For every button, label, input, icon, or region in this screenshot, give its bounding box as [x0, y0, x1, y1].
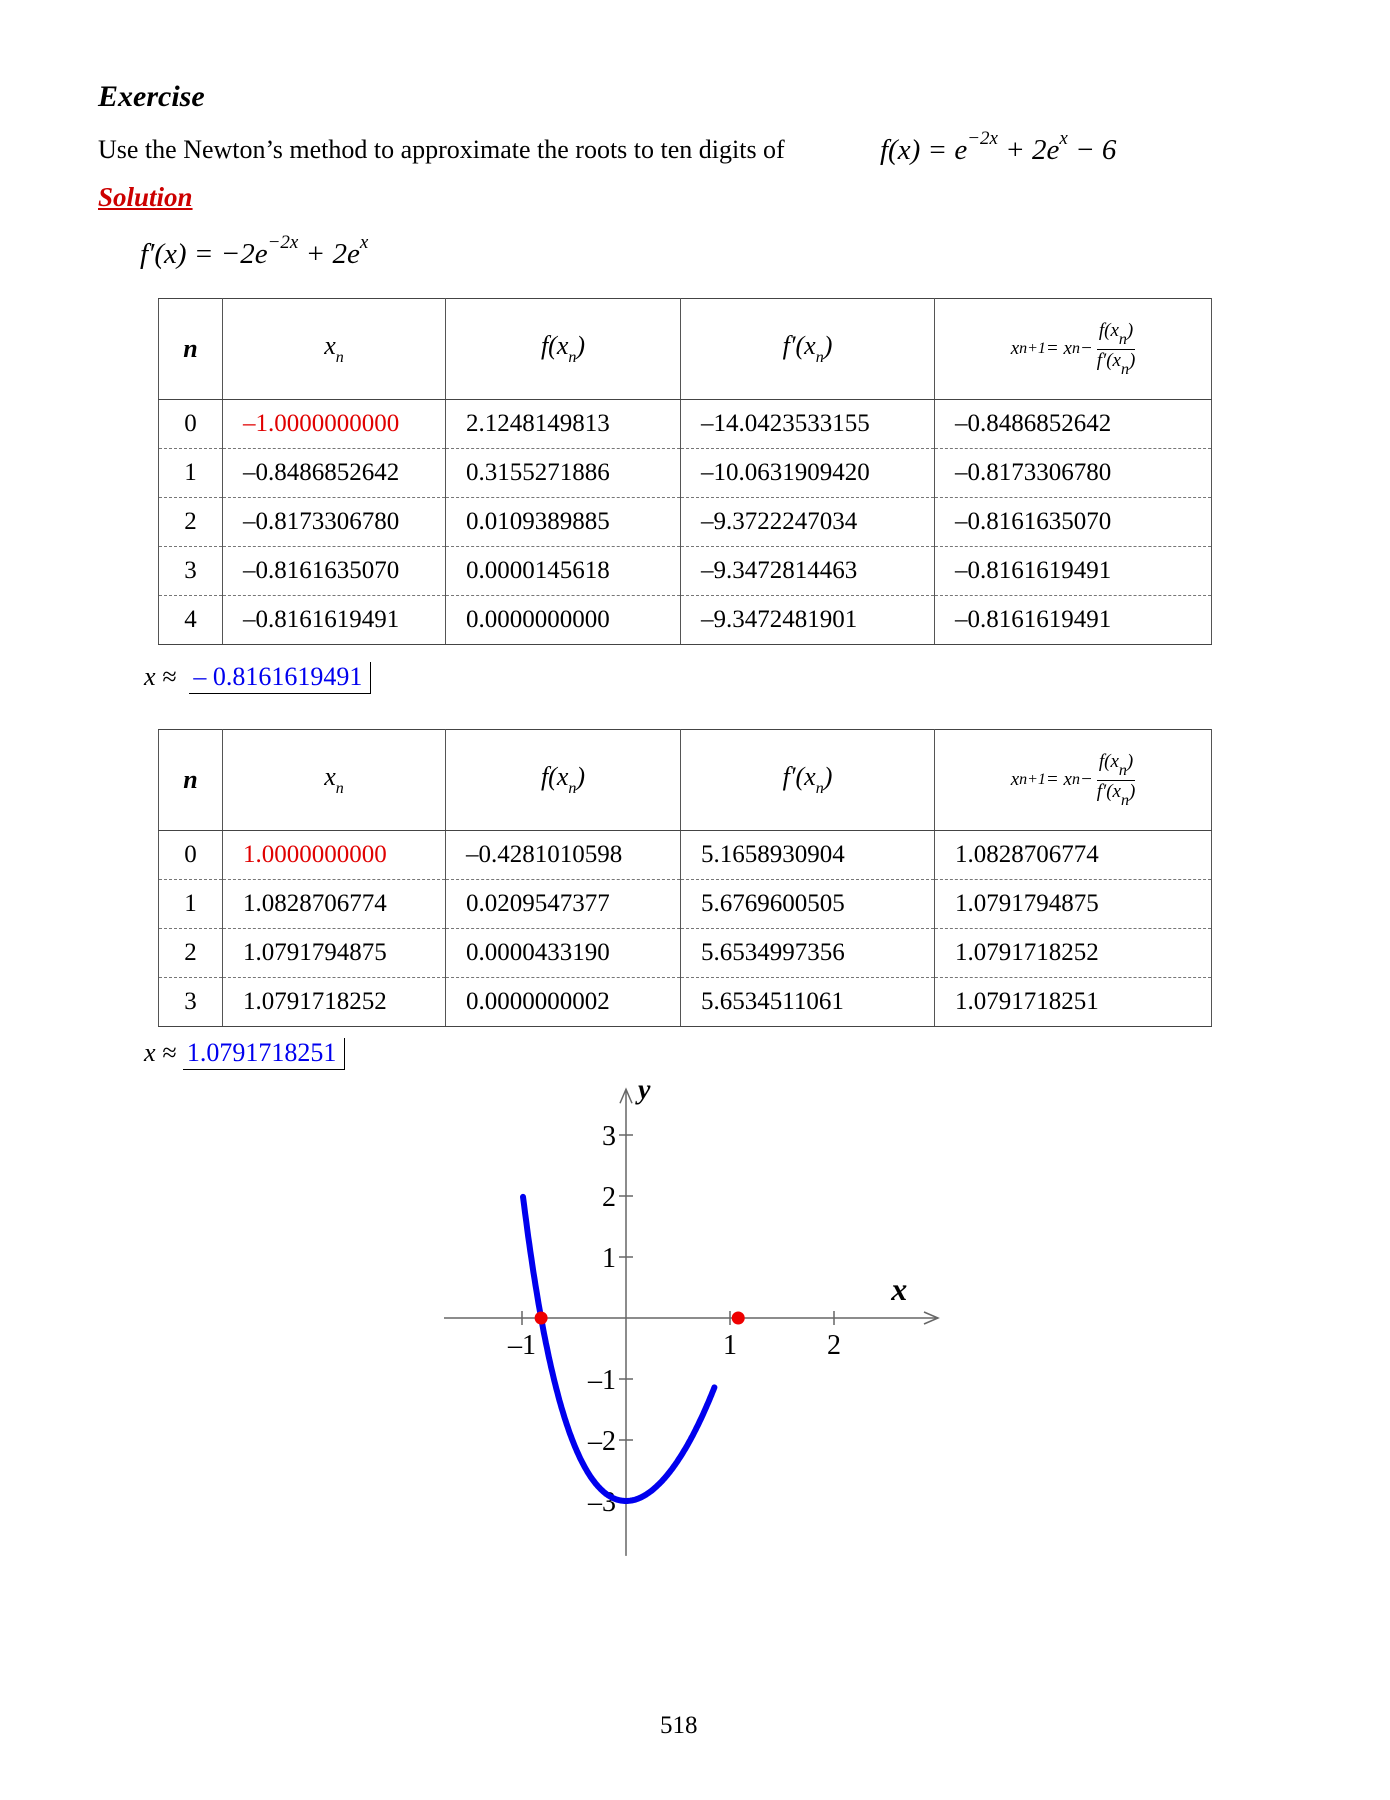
y-tick-label: –1: [587, 1365, 616, 1396]
derivative-formula: f′(x) = −2e−2x + 2ex: [140, 232, 369, 270]
y-tick-label: 2: [602, 1182, 616, 1213]
root-point: [534, 1311, 548, 1325]
cell-fxn: 0.0000145618: [445, 546, 681, 596]
exercise-prompt: Use the Newton’s method to approximate t…: [98, 135, 785, 164]
header-n: n: [158, 729, 223, 831]
cell-fpxn: 5.6534997356: [680, 928, 935, 978]
x-tick-label: 1: [723, 1330, 737, 1361]
solution-label: Solution: [98, 182, 193, 212]
y-tick-label: 3: [602, 1121, 616, 1152]
cell-fxn: 0.0000000000: [445, 595, 681, 645]
x-axis-label: x: [890, 1271, 907, 1307]
cell-next: –0.8486852642: [934, 399, 1212, 449]
function-definition: f(x) = e−2x + 2ex − 6: [880, 128, 1117, 166]
negative-root-result: x ≈ – 0.8161619491: [144, 662, 372, 694]
cell-fpxn: 5.1658930904: [680, 830, 935, 880]
cell-fpxn: 5.6534511061: [680, 977, 935, 1027]
cell-fxn: 0.3155271886: [445, 448, 681, 498]
exercise-heading: Exercise: [98, 80, 205, 113]
table-row: 2 1.0791794875 0.0000433190 5.6534997356 1.0…: [158, 928, 1212, 978]
table-row: 2 –0.8173306780 0.0109389885 –9.3722247034–…: [158, 497, 1212, 547]
y-tick-label: 1: [602, 1243, 616, 1274]
header-xn: xn: [222, 729, 446, 831]
cell-fxn: 0.0000000002: [445, 977, 681, 1027]
root-point: [731, 1311, 745, 1325]
cell-n: 3: [158, 977, 223, 1027]
header-fpxn: f′(xn): [680, 729, 935, 831]
cell-fpxn: –14.0423533155: [680, 399, 935, 449]
cell-xn: –0.8486852642: [222, 448, 446, 498]
cell-next: –0.8161619491: [934, 595, 1212, 645]
cell-n: 2: [158, 928, 223, 978]
cell-next: 1.0791718252: [934, 928, 1212, 978]
header-n: n: [158, 298, 223, 400]
header-xn: xn: [222, 298, 446, 400]
table-row: 3 1.0791718252 0.0000000002 5.6534511061 1.0…: [158, 977, 1212, 1027]
y-axis-label: y: [635, 1074, 651, 1105]
page-number: 518: [660, 1712, 698, 1739]
cell-fxn: 0.0209547377: [445, 879, 681, 929]
cell-xn: 1.0791718252: [222, 977, 446, 1027]
y-tick-label: –2: [587, 1426, 616, 1457]
cell-fpxn: 5.6769600505: [680, 879, 935, 929]
header-fpxn: f′(xn): [680, 298, 935, 400]
function-curve: [520, 1193, 718, 1504]
cell-fxn: 0.0000433190: [445, 928, 681, 978]
cell-next: –0.8161619491: [934, 546, 1212, 596]
table-row: 1 –0.8486852642 0.3155271886 –10.0631909420…: [158, 448, 1212, 498]
header-fxn: f(xn): [445, 298, 681, 400]
table-row: 4 –0.8161619491 0.0000000000 –9.3472481901–…: [158, 595, 1212, 645]
table-row: 3 –0.8161635070 0.0000145618 –9.3472814463–…: [158, 546, 1212, 596]
cell-next: 1.0828706774: [934, 830, 1212, 880]
header-fxn: f(xn): [445, 729, 681, 831]
cell-xn: –0.8161619491: [222, 595, 446, 645]
cell-n: 1: [158, 448, 223, 498]
cell-xn: –0.8161635070: [222, 546, 446, 596]
x-tick-label: 2: [827, 1330, 841, 1361]
cell-fpxn: –9.3722247034: [680, 497, 935, 547]
cell-n: 2: [158, 497, 223, 547]
cell-n: 3: [158, 546, 223, 596]
cell-next: 1.0791794875: [934, 879, 1212, 929]
cell-next: –0.8161635070: [934, 497, 1212, 547]
cell-fxn: –0.4281010598: [445, 830, 681, 880]
cell-xn: –0.8173306780: [222, 497, 446, 547]
table-row: 0 1.0000000000 –0.4281010598 5.1658930904 1.…: [158, 830, 1212, 880]
x-tick-label: –1: [507, 1330, 536, 1361]
cell-fpxn: –9.3472814463: [680, 546, 935, 596]
cell-xn: –1.0000000000: [222, 399, 446, 449]
table-row: 0 –1.0000000000 2.1248149813 –14.0423533155…: [158, 399, 1212, 449]
cell-xn: 1.0000000000: [222, 830, 446, 880]
cell-n: 1: [158, 879, 223, 929]
cell-fxn: 0.0109389885: [445, 497, 681, 547]
y-axis-arrow: [619, 1087, 633, 1104]
cell-next: –0.8173306780: [934, 448, 1212, 498]
cell-n: 0: [158, 830, 223, 880]
x-axis-arrow: [923, 1311, 940, 1325]
positive-root-result: x ≈ 1.0791718251: [144, 1038, 346, 1070]
cell-fxn: 2.1248149813: [445, 399, 681, 449]
table-row: 1 1.0828706774 0.0209547377 5.6769600505 1.0…: [158, 879, 1212, 929]
cell-xn: 1.0791794875: [222, 928, 446, 978]
cell-xn: 1.0828706774: [222, 879, 446, 929]
cell-next: 1.0791718251: [934, 977, 1212, 1027]
